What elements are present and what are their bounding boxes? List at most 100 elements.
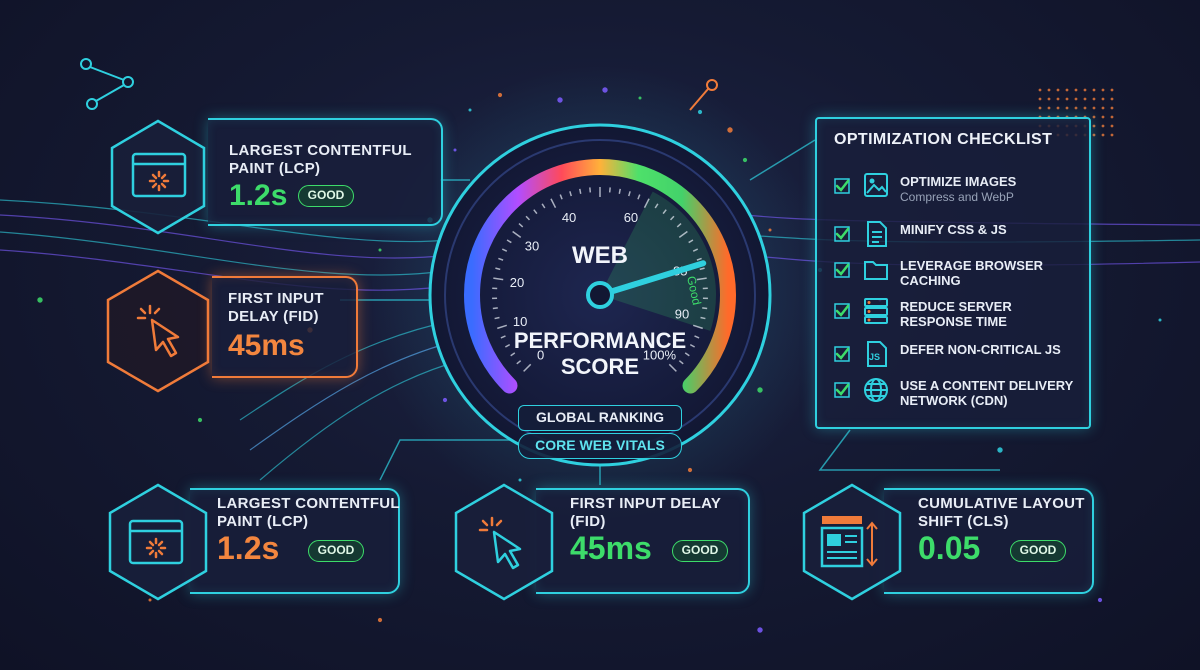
performance-gauge: 010203040608590100% Good (428, 123, 772, 467)
gauge-tick (678, 230, 688, 239)
bottom-lcp-label-2: PAINT (LCP) (217, 513, 309, 530)
gauge-tick (689, 343, 696, 348)
gauge-tick (550, 198, 557, 209)
bottom-lcp-hex (106, 482, 210, 602)
checklist-item-label: DEFER NON-CRITICAL JS (900, 342, 1061, 357)
gauge-tick (501, 248, 508, 252)
checklist-item-label-2: NETWORK (CDN) (900, 393, 1008, 408)
gauge-tick (668, 363, 677, 372)
checklist-item-label: REDUCE SERVER (900, 299, 1012, 314)
gauge-tick-label: 20 (510, 275, 524, 290)
gauge-tick (696, 257, 702, 261)
gauge-good-label: Good (684, 275, 704, 307)
gauge-tick (696, 277, 707, 281)
top-lcp-label-1: LARGEST CONTENTFUL (229, 142, 412, 159)
gauge-color-arc (464, 159, 736, 394)
top-lcp-card (208, 118, 443, 226)
gauge-tick (688, 239, 694, 244)
image-icon (863, 172, 889, 200)
gauge-title-top: WEB (572, 242, 628, 269)
gauge-tick (702, 307, 708, 310)
gauge-tick (662, 209, 667, 215)
folder-icon (863, 256, 889, 284)
checkbox-checked-icon[interactable] (834, 382, 850, 398)
checkbox-checked-icon[interactable] (834, 178, 850, 194)
gauge-tick (506, 239, 512, 244)
gauge-tick-label: 100% (643, 347, 677, 362)
gauge-tick (643, 198, 650, 209)
gauge-tick (510, 352, 516, 357)
optimization-checklist-panel (815, 117, 1091, 429)
gauge-tick (700, 316, 706, 320)
gauge-tick (684, 352, 690, 357)
gauge-tick (500, 335, 506, 339)
top-fid-label-1: FIRST INPUT (228, 290, 324, 307)
gauge-tick (492, 307, 498, 310)
bottom-fid-label-2: (FID) (570, 513, 606, 530)
gauge-tick-label: 40 (562, 210, 576, 225)
gauge-tick (504, 343, 511, 348)
gauge-tick (525, 215, 531, 221)
gauge-tick (516, 360, 522, 365)
gauge-tick (569, 191, 572, 197)
gauge-tick (669, 215, 675, 221)
top-fid-value: 45ms (228, 329, 305, 362)
gauge-hub (586, 281, 614, 309)
gauge-good-zone (600, 191, 716, 331)
bottom-cls-label-1: CUMULATIVE LAYOUT (918, 495, 1085, 512)
checklist-item-sub: Compress and WebP (900, 190, 1014, 204)
fid-hex-frame (106, 269, 210, 393)
bottom-fid-value: 45ms (570, 530, 652, 566)
js-file-icon: JS (863, 340, 889, 368)
browser-window-icon (128, 519, 184, 565)
bottom-lcp-badge: GOOD (308, 540, 364, 562)
checklist-item-label-2: CACHING (900, 273, 961, 288)
checklist-item-label-2: RESPONSE TIME (900, 314, 1007, 329)
cursor-click-icon (136, 304, 180, 358)
checklist-title: OPTIMIZATION CHECKLIST (834, 131, 1053, 148)
gauge-tick (699, 267, 705, 271)
gauge-tick (676, 223, 682, 228)
bottom-cls-value: 0.05 (918, 530, 981, 566)
checkbox-checked-icon[interactable] (834, 346, 850, 362)
gauge-tick (533, 209, 538, 215)
bottom-fid-badge: GOOD (672, 540, 728, 562)
gauge-tick (518, 223, 524, 228)
gauge-tick (541, 203, 546, 209)
gauge-tick (692, 248, 699, 252)
layout-shift-icon (820, 516, 878, 568)
gauge-tick (523, 363, 532, 372)
bottom-cls-label-2: SHIFT (CLS) (918, 513, 1009, 530)
gauge-tick (495, 267, 501, 271)
gauge-tick (694, 335, 700, 339)
gauge-title-bottom-2: SCORE (560, 354, 640, 379)
server-icon (863, 297, 889, 325)
lcp-hex-frame (110, 119, 206, 235)
checkbox-checked-icon[interactable] (834, 303, 850, 319)
browser-window-icon (131, 152, 187, 198)
top-lcp-label-2: PAINT (LCP) (229, 160, 321, 177)
checkbox-checked-icon[interactable] (834, 226, 850, 242)
file-icon (863, 220, 889, 248)
js-icon-text: JS (869, 352, 881, 362)
gauge-tick (579, 188, 582, 194)
gauge-tick (637, 194, 641, 200)
bottom-lcp-card (190, 488, 400, 594)
gauge-title-bottom-1: PERFORMANCE (513, 328, 687, 353)
bottom-cls-badge: GOOD (1010, 540, 1066, 562)
bottom-cls-hex (800, 482, 904, 602)
gauge-tick-label: 10 (513, 314, 527, 329)
checkbox-checked-icon[interactable] (834, 262, 850, 278)
globe-icon (863, 376, 889, 404)
top-lcp-value: 1.2s (229, 179, 288, 212)
gauge-tick (628, 191, 631, 197)
gauge-tick (692, 324, 703, 330)
checklist-item-label: LEVERAGE BROWSER (900, 258, 1044, 273)
gauge-tick (512, 230, 522, 239)
gauge-tick (618, 188, 621, 194)
gauge-tick (497, 324, 508, 330)
gauge-tick (559, 194, 563, 200)
gauge-tick (678, 360, 684, 365)
checklist-item-label: USE A CONTENT DELIVERY (900, 378, 1074, 393)
core-web-vitals-pill: CORE WEB VITALS (518, 433, 682, 459)
